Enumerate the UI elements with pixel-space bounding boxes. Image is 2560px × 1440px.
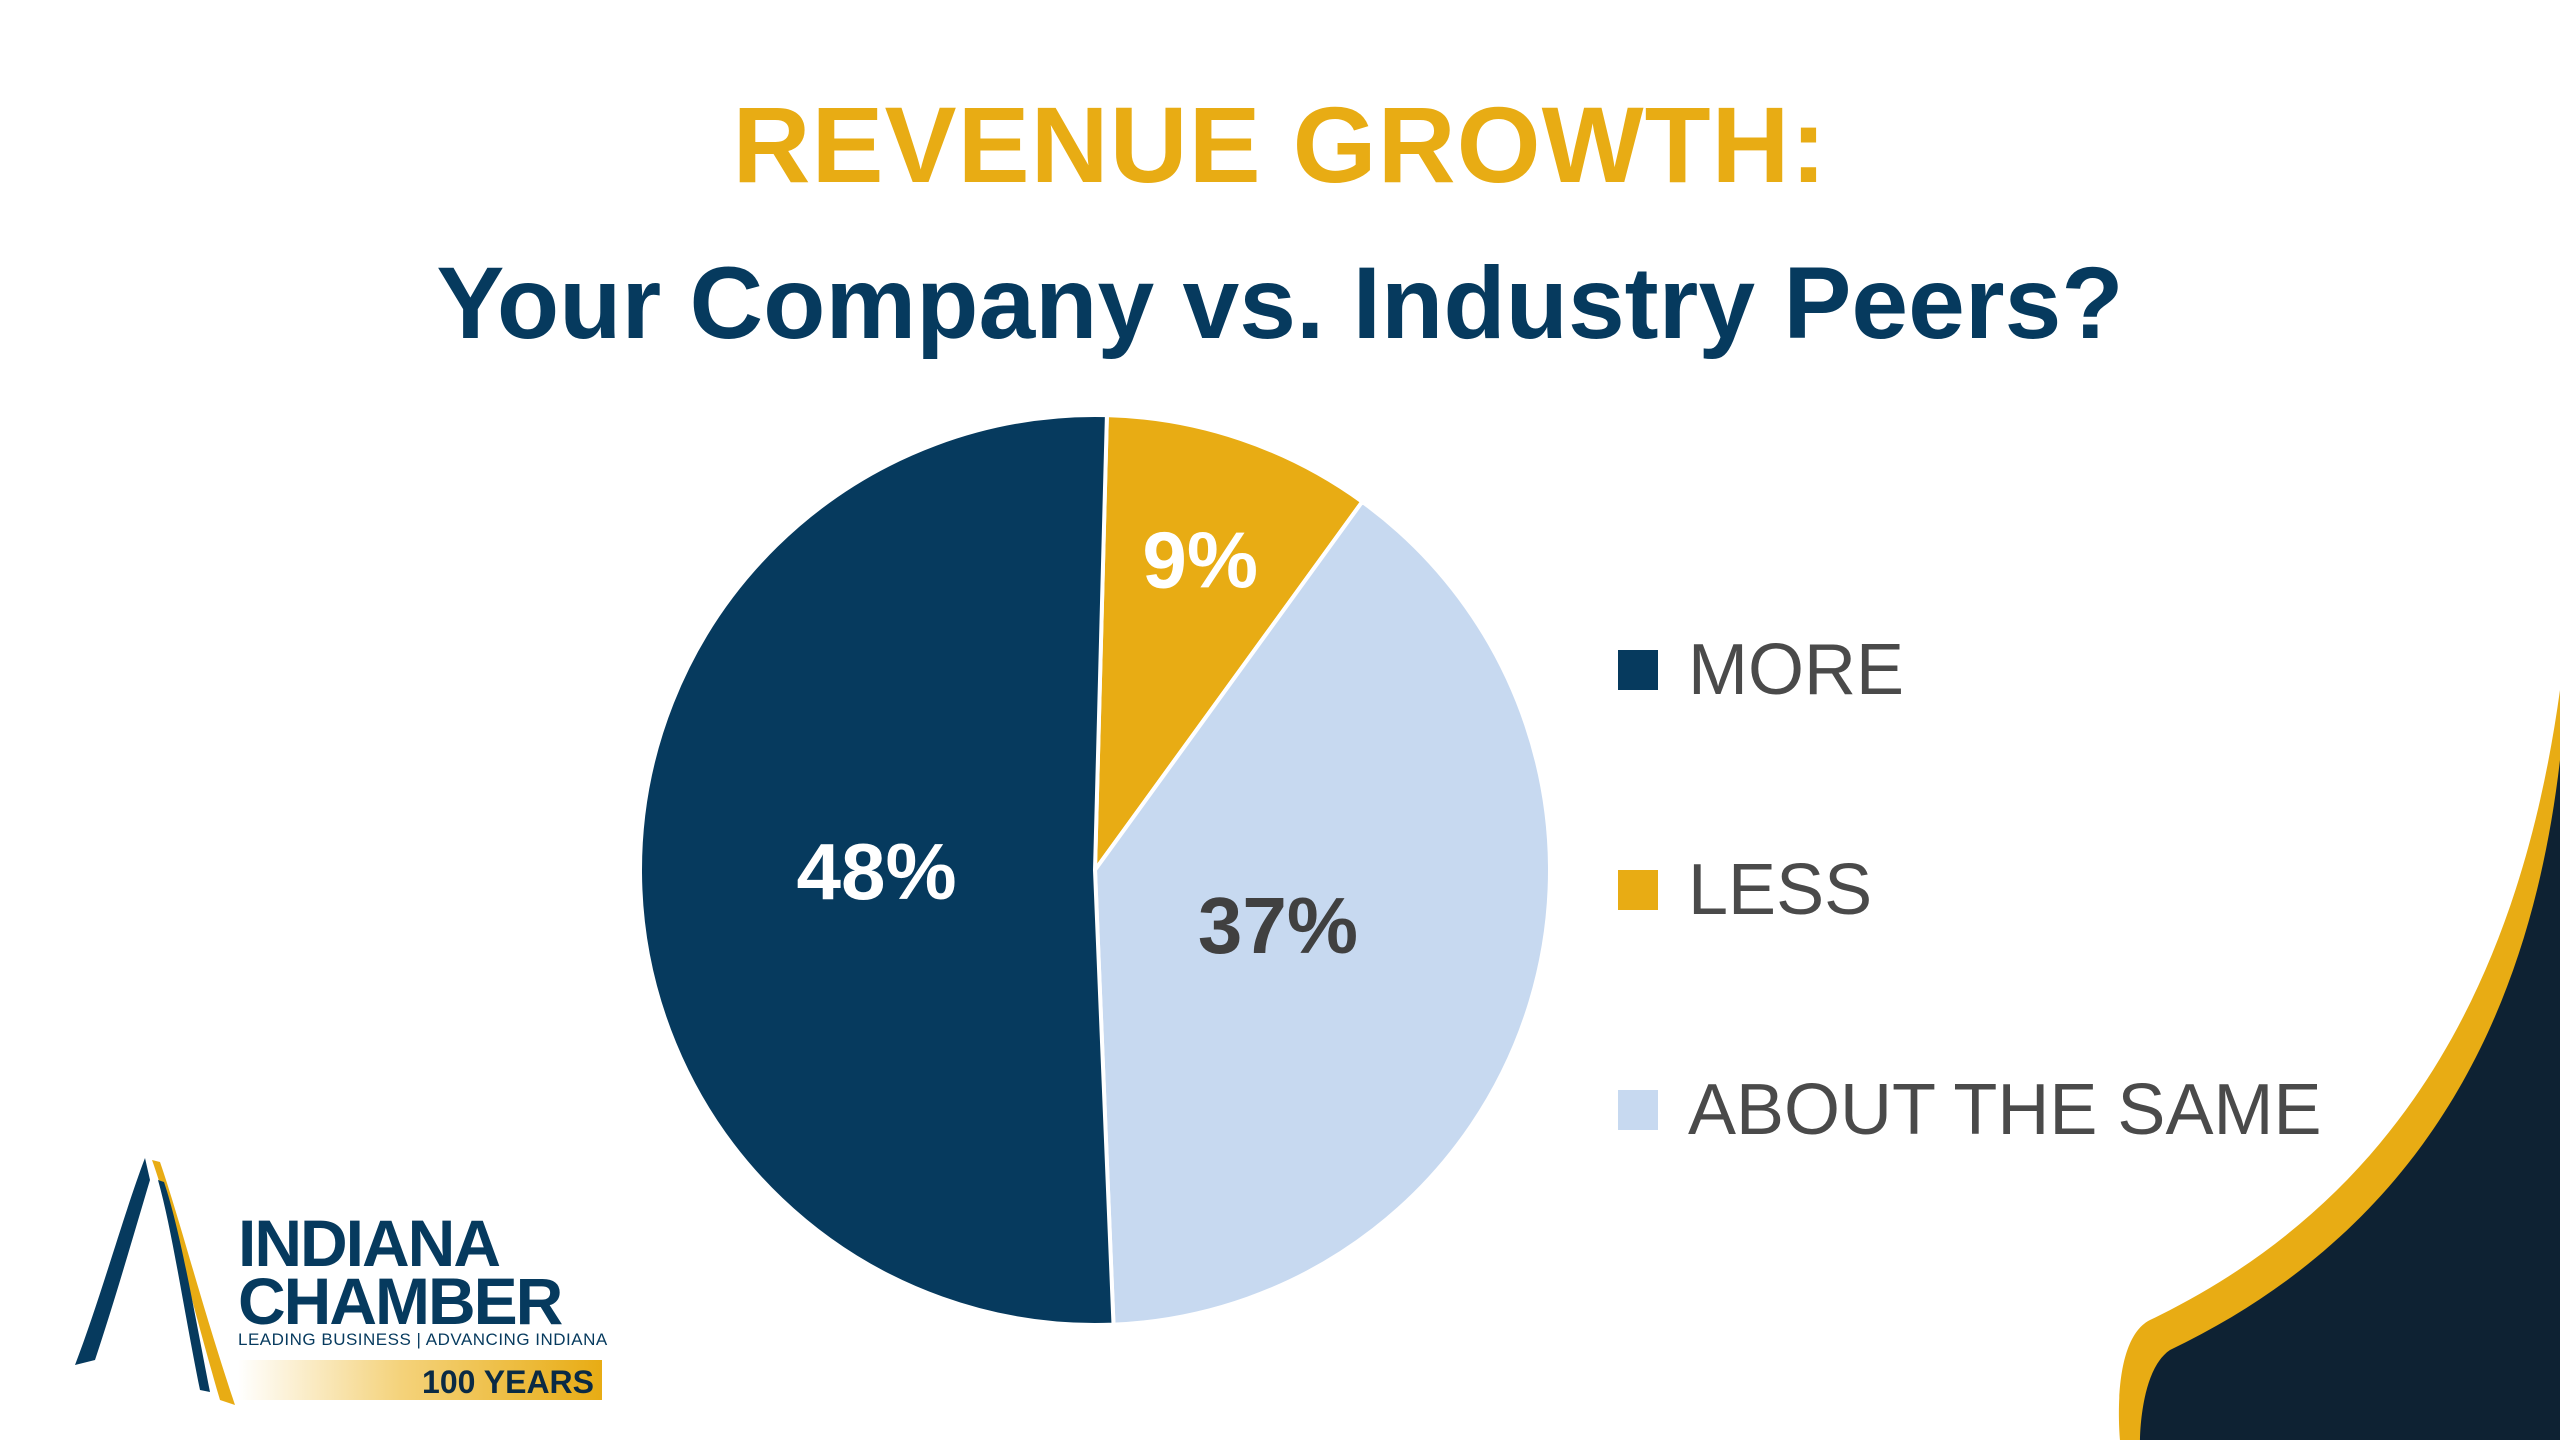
data-label-about-the-same: 37% (1198, 881, 1358, 970)
pie-slice-about-the-same (1092, 498, 1552, 1327)
indiana-chamber-logo: INDIANA CHAMBER LEADING BUSINESS | ADVAN… (70, 1150, 630, 1410)
data-label-less: 9% (1142, 515, 1258, 604)
legend-item-about-the-same: ABOUT THE SAME (1618, 1050, 2321, 1170)
chart-subtitle: Your Company vs. Industry Peers? (436, 246, 2124, 360)
logo-arch-icon (75, 1158, 235, 1405)
legend: MORE LESS ABOUT THE SAME (1618, 610, 2321, 1270)
logo-tagline: LEADING BUSINESS | ADVANCING INDIANA (238, 1330, 608, 1349)
legend-item-more: MORE (1618, 610, 2321, 730)
legend-label-about-the-same: ABOUT THE SAME (1688, 1070, 2322, 1150)
logo-line2: CHAMBER (238, 1264, 563, 1338)
logo-years-bar: 100 YEARS (238, 1360, 602, 1400)
legend-label-less: LESS (1688, 850, 1873, 930)
logo-years: 100 YEARS (422, 1364, 594, 1400)
chart-title: REVENUE GROWTH: (732, 84, 1828, 205)
legend-item-less: LESS (1618, 830, 2321, 950)
data-label-more: 48% (797, 827, 957, 916)
legend-label-more: MORE (1688, 630, 1904, 710)
logo-line1: INDIANA (238, 1206, 501, 1280)
legend-swatch-about-the-same (1618, 1090, 1658, 1130)
pie-slice-less (1092, 413, 1366, 877)
pie-chart: 9% 37% 48% (638, 413, 1552, 1327)
legend-swatch-more (1618, 650, 1658, 690)
pie-slice-more (638, 413, 1116, 1327)
legend-swatch-less (1618, 870, 1658, 910)
